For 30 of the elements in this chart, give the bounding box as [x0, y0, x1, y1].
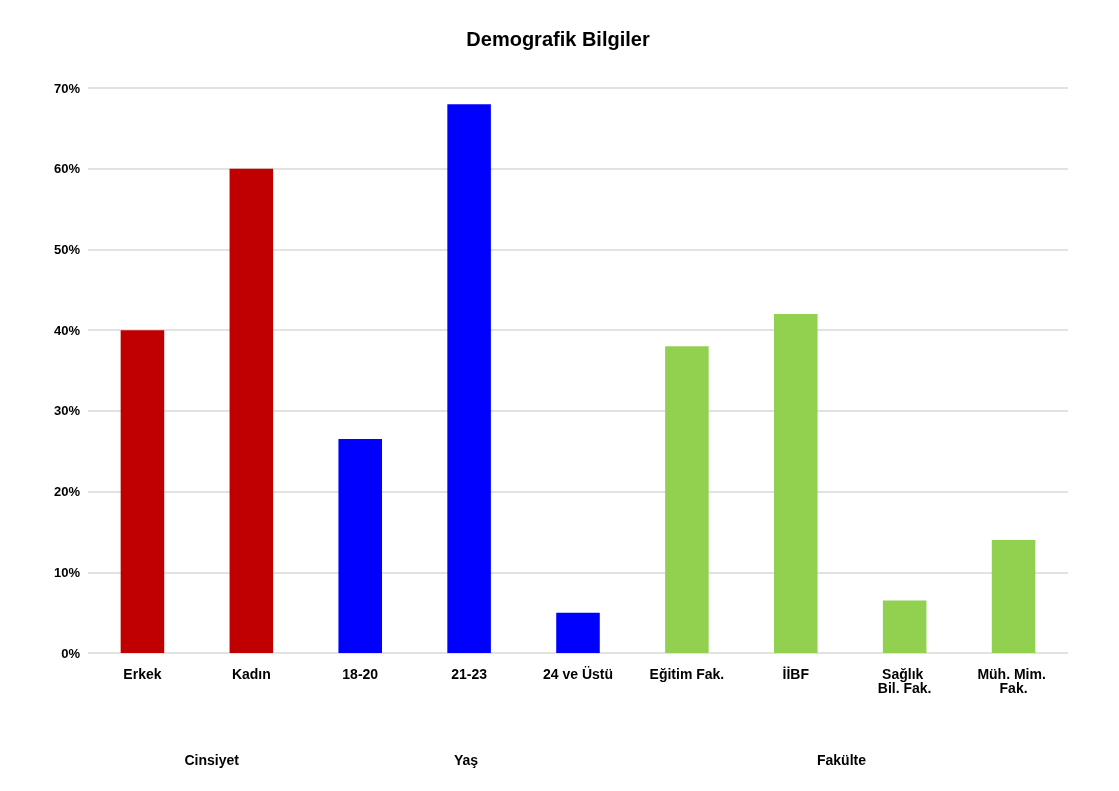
x-tick-label: 21-23: [451, 666, 488, 682]
x-tick-label: Eğitim Fak.: [649, 666, 725, 682]
bar: [665, 346, 709, 653]
y-tick-label: 10%: [53, 564, 81, 580]
bar: [774, 314, 818, 653]
x-tick-label: Kadın: [231, 666, 271, 682]
bar: [882, 600, 927, 653]
y-tick-label: 20%: [53, 484, 81, 500]
bar: [120, 330, 165, 653]
text: Yaş: [454, 752, 479, 768]
bar: [338, 439, 382, 653]
x-tick-label: Sağlık Bil. Fak.: [877, 666, 932, 696]
y-tick-label: 40%: [53, 322, 81, 338]
bar: [447, 104, 491, 653]
text: Cinsiyet: [184, 752, 240, 768]
y-tick-label: 50%: [53, 241, 81, 257]
bar: [991, 540, 1036, 653]
text: Fakülte: [817, 752, 867, 768]
x-tick-label: Erkek: [123, 666, 162, 682]
chart-title: Demografik Bilgiler: [466, 28, 650, 50]
x-tick-label: İİBF: [782, 666, 810, 682]
x-tick-label: 18-20: [342, 666, 379, 682]
x-tick-label: Müh. Mim. Fak.: [977, 666, 1050, 696]
y-tick-label: 60%: [53, 161, 81, 177]
y-tick-label: 70%: [53, 80, 81, 96]
bar: [556, 612, 600, 653]
y-tick-label: 30%: [53, 403, 81, 419]
bar: [229, 168, 274, 653]
y-tick-label: 0%: [61, 645, 81, 661]
x-tick-label: 24 ve Üstü: [542, 666, 614, 682]
